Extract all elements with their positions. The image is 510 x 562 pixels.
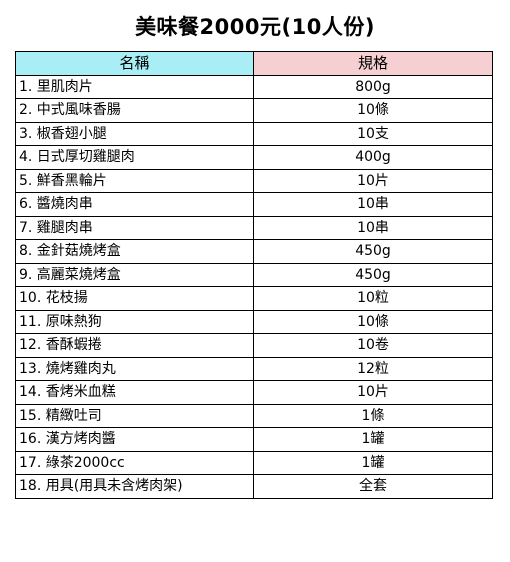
item-spec: 10條 <box>253 309 493 334</box>
item-name: 9. 高麗菜燒烤盒 <box>15 262 254 287</box>
table-row: 8. 金針菇燒烤盒 450g <box>15 239 493 264</box>
table-row: 6. 醬燒肉串 10串 <box>15 192 493 217</box>
item-spec: 10支 <box>253 121 493 146</box>
table-row: 3. 椒香翅小腿 10支 <box>15 121 493 146</box>
column-header-spec: 規格 <box>253 51 493 76</box>
item-spec: 400g <box>253 145 493 170</box>
table-row: 2. 中式風味香腸 10條 <box>15 98 493 123</box>
item-name: 3. 椒香翅小腿 <box>15 121 254 146</box>
item-spec: 1罐 <box>253 450 493 475</box>
table-row: 17. 綠茶2000cc 1罐 <box>15 450 493 475</box>
item-name: 18. 用具(用具未含烤肉架) <box>15 474 254 499</box>
table-row: 15. 精緻吐司 1條 <box>15 403 493 428</box>
table-row: 13. 燒烤雞肉丸 12粒 <box>15 356 493 381</box>
item-name: 15. 精緻吐司 <box>15 403 254 428</box>
table-row: 14. 香烤米血糕 10片 <box>15 380 493 405</box>
table-row: 7. 雞腿肉串 10串 <box>15 215 493 240</box>
item-spec: 450g <box>253 262 493 287</box>
table-row: 5. 鮮香黑輪片 10片 <box>15 168 493 193</box>
table-row: 16. 漢方烤肉醬 1罐 <box>15 427 493 452</box>
item-spec: 10粒 <box>253 286 493 311</box>
table-row: 12. 香酥蝦捲 10卷 <box>15 333 493 358</box>
item-name: 14. 香烤米血糕 <box>15 380 254 405</box>
item-name: 6. 醬燒肉串 <box>15 192 254 217</box>
menu-table: 名稱 規格 1. 里肌肉片 800g 2. 中式風味香腸 10條 3. 椒香翅小… <box>15 51 493 499</box>
item-name: 4. 日式厚切雞腿肉 <box>15 145 254 170</box>
item-spec: 1條 <box>253 403 493 428</box>
table-row: 4. 日式厚切雞腿肉 400g <box>15 145 493 170</box>
item-name: 13. 燒烤雞肉丸 <box>15 356 254 381</box>
item-name: 11. 原味熱狗 <box>15 309 254 334</box>
item-spec: 10片 <box>253 168 493 193</box>
table-row: 10. 花枝揚 10粒 <box>15 286 493 311</box>
item-spec: 10串 <box>253 192 493 217</box>
item-spec: 10卷 <box>253 333 493 358</box>
item-spec: 12粒 <box>253 356 493 381</box>
table-header-row: 名稱 規格 <box>15 51 493 76</box>
item-name: 5. 鮮香黑輪片 <box>15 168 254 193</box>
item-spec: 10條 <box>253 98 493 123</box>
item-spec: 全套 <box>253 474 493 499</box>
item-spec: 10片 <box>253 380 493 405</box>
item-name: 8. 金針菇燒烤盒 <box>15 239 254 264</box>
item-name: 16. 漢方烤肉醬 <box>15 427 254 452</box>
item-name: 1. 里肌肉片 <box>15 74 254 99</box>
item-spec: 1罐 <box>253 427 493 452</box>
column-header-name: 名稱 <box>15 51 254 76</box>
item-name: 2. 中式風味香腸 <box>15 98 254 123</box>
table-row: 18. 用具(用具未含烤肉架) 全套 <box>15 474 493 499</box>
table-row: 11. 原味熱狗 10條 <box>15 309 493 334</box>
page-title: 美味餐2000元(10人份) <box>135 15 375 39</box>
item-name: 12. 香酥蝦捲 <box>15 333 254 358</box>
item-spec: 800g <box>253 74 493 99</box>
item-name: 17. 綠茶2000cc <box>15 450 254 475</box>
item-name: 10. 花枝揚 <box>15 286 254 311</box>
item-spec: 450g <box>253 239 493 264</box>
item-name: 7. 雞腿肉串 <box>15 215 254 240</box>
table-row: 1. 里肌肉片 800g <box>15 74 493 99</box>
table-row: 9. 高麗菜燒烤盒 450g <box>15 262 493 287</box>
item-spec: 10串 <box>253 215 493 240</box>
